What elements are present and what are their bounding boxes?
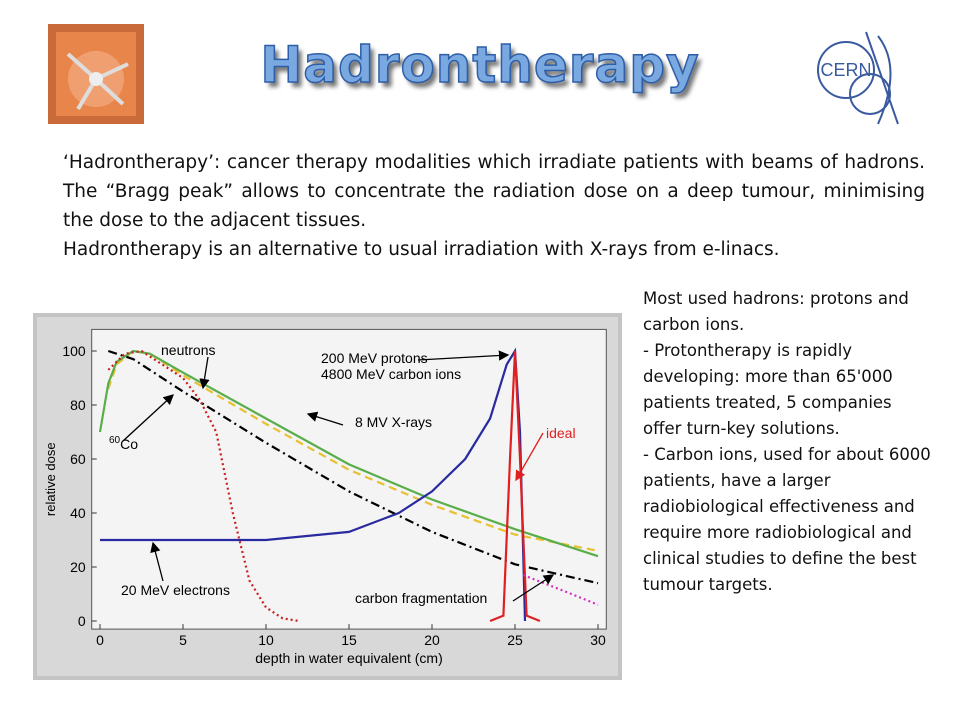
y-tick-label: 40 bbox=[70, 505, 86, 521]
intro-paragraph: ‘Hadrontherapy’: cancer therapy modaliti… bbox=[63, 152, 925, 231]
chart: 0 5 10 15 20 25 30 0 20 40 60 80 100 depth in water e… bbox=[33, 313, 622, 680]
x-tick-label: 20 bbox=[424, 632, 440, 648]
y-axis-label: relative dose bbox=[43, 442, 58, 516]
annotation-sup: 60 bbox=[109, 435, 121, 446]
sidebar: Most used hadrons: protons and carbon io… bbox=[643, 286, 933, 598]
photo bbox=[48, 24, 144, 124]
x-tick-label: 10 bbox=[258, 632, 274, 648]
arrow bbox=[417, 350, 510, 361]
intro: ‘Hadrontherapy’: cancer therapy modaliti… bbox=[63, 148, 925, 264]
annotation: ideal bbox=[546, 425, 576, 441]
arrow bbox=[306, 411, 344, 426]
annotation: 200 MeV protons bbox=[321, 350, 428, 366]
annotation: carbon fragmentation bbox=[355, 590, 487, 606]
x-tick-label: 15 bbox=[341, 632, 357, 648]
y-tick-label: 100 bbox=[62, 343, 86, 359]
arrow bbox=[512, 574, 555, 602]
sidebar-paragraph: - Protontherapy is rapidly developing: m… bbox=[643, 341, 893, 438]
x-axis-label: depth in water equivalent (cm) bbox=[255, 650, 443, 666]
y-tick-label: 60 bbox=[70, 451, 86, 467]
series-line bbox=[489, 350, 541, 623]
annotation: 8 MV X-rays bbox=[355, 414, 432, 430]
title: Hadrontherapy bbox=[260, 35, 700, 95]
logo-text: CERN bbox=[820, 60, 871, 80]
y-tick-label: 0 bbox=[78, 613, 86, 629]
arrow bbox=[199, 356, 210, 390]
x-tick-label: 5 bbox=[179, 632, 187, 648]
cern-logo: CERN bbox=[817, 31, 899, 125]
y-tick-label: 20 bbox=[70, 559, 86, 575]
x-tick-label: 0 bbox=[96, 632, 104, 648]
annotation-text: Co bbox=[120, 436, 138, 452]
arrow bbox=[515, 432, 544, 482]
series-line bbox=[98, 349, 599, 558]
annotation: 20 MeV electrons bbox=[121, 582, 230, 598]
annotation: neutrons bbox=[161, 342, 215, 358]
sidebar-paragraph: - Carbon ions, used for about 6000 patie… bbox=[643, 445, 931, 594]
series-line bbox=[107, 349, 599, 585]
annotation: 4800 MeV carbon ions bbox=[321, 366, 461, 382]
arrow bbox=[122, 394, 174, 442]
x-tick-label: 30 bbox=[590, 632, 606, 648]
sidebar-paragraph: Most used hadrons: protons and carbon io… bbox=[643, 289, 909, 334]
intro-paragraph: Hadrontherapy is an alternative to usual… bbox=[63, 239, 780, 260]
x-tick-label: 25 bbox=[507, 632, 523, 648]
arrow bbox=[150, 541, 164, 582]
y-tick-label: 80 bbox=[70, 397, 86, 413]
